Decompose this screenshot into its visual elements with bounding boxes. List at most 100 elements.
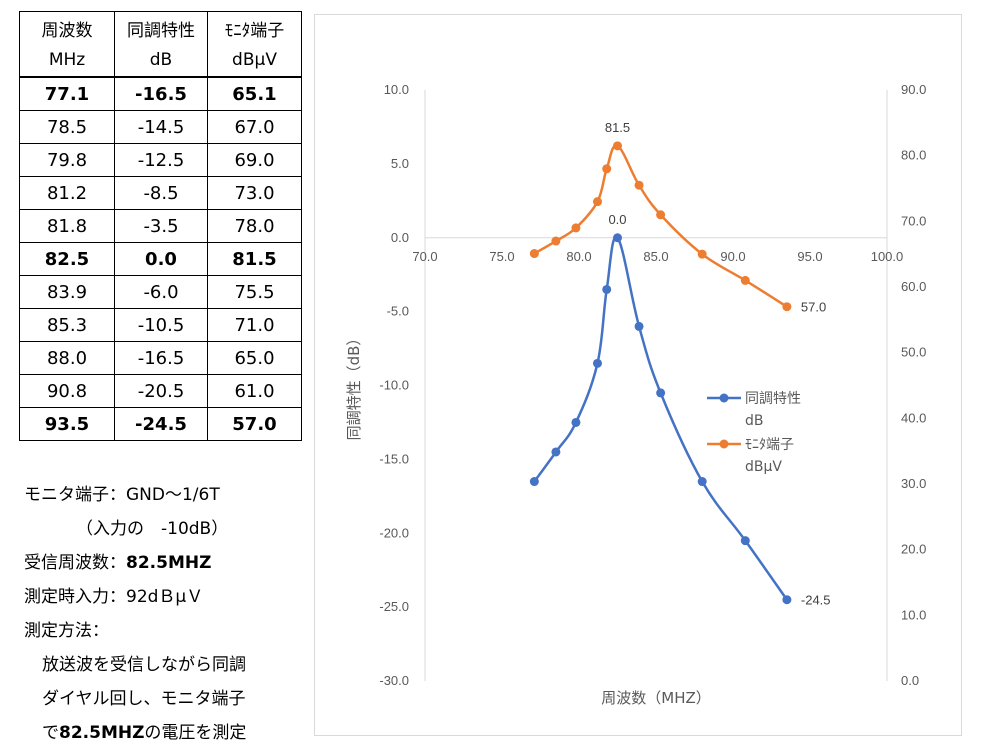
legend-marker-0 <box>719 393 729 403</box>
notes: モニタ端子：GND～1/6T （入力の -10dB） 受信周波数：82.5MHZ… <box>24 478 246 750</box>
series-point-1 <box>697 249 707 259</box>
series-point-0 <box>782 595 792 605</box>
table-cell-tune: -24.5 <box>114 407 208 441</box>
legend-label: ﾓﾆﾀ端子 <box>745 437 794 453</box>
table-cell-tune: -16.5 <box>114 341 208 375</box>
table-cell-mon: 81.5 <box>207 242 302 276</box>
table-cell-tune: -8.5 <box>114 176 208 210</box>
table-unit-cell: dBμV <box>207 44 302 78</box>
table-row: 90.8 -20.5 61.0 <box>19 374 302 408</box>
note-method-1: 放送波を受信しながら同調 <box>42 655 246 675</box>
table-cell-mon: 57.0 <box>207 407 302 441</box>
x-tick-label: 85.0 <box>643 249 668 264</box>
x-tick-label: 95.0 <box>797 249 822 264</box>
y-tick-label: 10.0 <box>384 82 409 97</box>
series-line-0 <box>533 235 788 601</box>
x-tick-label: 80.0 <box>566 249 591 264</box>
note-measure-input: 測定時入力：92dＢμＶ <box>24 587 204 607</box>
series-point-0 <box>602 284 612 294</box>
table-row: 81.8 -3.5 78.0 <box>19 209 302 243</box>
table-cell-freq: 88.0 <box>19 341 115 375</box>
series-point-1 <box>634 180 644 190</box>
note-method-3-bold: 82.5MHZ <box>59 723 145 743</box>
table-cell-freq: 77.1 <box>19 76 115 111</box>
y-tick-label: -10.0 <box>379 378 409 393</box>
y2-tick-label: 80.0 <box>901 148 926 163</box>
series-point-0 <box>634 321 644 331</box>
series-point-0 <box>571 417 581 427</box>
data-label: 0.0 <box>608 212 626 227</box>
y2-tick-label: 70.0 <box>901 213 926 228</box>
x-axis-title: 周波数（MHZ） <box>601 689 711 707</box>
series-point-0 <box>592 358 602 368</box>
series-point-1 <box>740 275 750 285</box>
table-cell-freq: 79.8 <box>19 143 115 177</box>
table-cell-mon: 75.5 <box>207 275 302 309</box>
series-point-1 <box>656 210 666 220</box>
y-tick-label: -25.0 <box>379 599 409 614</box>
table-row: 93.5 -24.5 57.0 <box>19 407 302 441</box>
note-method-3-post: の電圧を測定 <box>144 723 247 743</box>
table-cell-freq: 82.5 <box>19 242 115 276</box>
table-cell-mon: 67.0 <box>207 110 302 144</box>
note-method-2: ダイヤル回し、モニタ端子 <box>42 689 246 709</box>
note-receive-freq-value: 82.5MHZ <box>126 553 212 573</box>
table-cell-mon: 71.0 <box>207 308 302 342</box>
table-cell-freq: 93.5 <box>19 407 115 441</box>
legend-label-unit: dBμV <box>745 459 782 475</box>
table-cell-tune: -16.5 <box>114 76 208 111</box>
table-cell-freq: 78.5 <box>19 110 115 144</box>
series-point-1 <box>613 141 622 151</box>
table-header-cell: 同調特性 <box>114 11 208 44</box>
series-point-1 <box>592 197 602 207</box>
table-cell-mon: 78.0 <box>207 209 302 243</box>
chart-frame: 10.0 5.0 0.0 -5.0 -10.0 -15.0 -20.0 -25.0 -30.0 9… <box>314 14 962 736</box>
series-point-0 <box>656 388 666 398</box>
table-unit-cell: dB <box>114 44 208 78</box>
y2-tick-label: 0.0 <box>901 673 919 688</box>
y-axis-title: 同調特性（dB） <box>345 331 363 441</box>
y2-tick-label: 60.0 <box>901 279 926 294</box>
table-row: 79.8 -12.5 69.0 <box>19 143 302 177</box>
table-cell-tune: -20.5 <box>114 374 208 408</box>
table-cell-mon: 65.1 <box>207 76 302 111</box>
y-tick-label: 5.0 <box>391 156 409 171</box>
table-cell-freq: 81.8 <box>19 209 115 243</box>
table-cell-tune: 0.0 <box>114 242 208 276</box>
x-tick-label: 75.0 <box>489 249 514 264</box>
table-cell-freq: 81.2 <box>19 176 115 210</box>
y2-tick-label: 50.0 <box>901 345 926 360</box>
note-receive-freq-label: 受信周波数： <box>24 553 126 573</box>
table-header-cell: 周波数 <box>19 11 115 44</box>
series-point-0 <box>551 447 561 457</box>
table-cell-mon: 61.0 <box>207 374 302 408</box>
series-point-0 <box>529 477 539 487</box>
legend-label: 同調特性 <box>745 391 801 407</box>
table-header-row-2: MHz dB dBμV <box>19 44 302 78</box>
table-unit-cell: MHz <box>19 44 115 78</box>
note-input-ratio: （入力の -10dB） <box>76 519 229 539</box>
series-point-0 <box>740 536 750 546</box>
y-tick-label: -20.0 <box>379 525 409 540</box>
table-cell-freq: 85.3 <box>19 308 115 342</box>
note-method-3-pre: で <box>42 723 59 743</box>
legend-marker-1 <box>719 439 729 449</box>
data-table: 周波数 同調特性 ﾓﾆﾀ端子 MHz dB dBμV 77.1 -16.5 65.1 78.5 -1… <box>19 11 302 441</box>
x-tick-label: 90.0 <box>720 249 745 264</box>
series-point-1 <box>602 164 612 174</box>
y-tick-label: -15.0 <box>379 451 409 466</box>
y2-tick-label: 90.0 <box>901 82 926 97</box>
table-row: 82.5 0.0 81.5 <box>19 242 302 276</box>
y2-tick-label: 40.0 <box>901 410 926 425</box>
data-label: 81.5 <box>605 120 630 135</box>
y-tick-label: -30.0 <box>379 673 409 688</box>
y2-tick-label: 10.0 <box>901 607 926 622</box>
y-tick-label: 0.0 <box>391 230 409 245</box>
series-point-0 <box>697 477 707 487</box>
y2-tick-label: 20.0 <box>901 542 926 557</box>
note-method-3: で82.5MHZの電圧を測定 <box>24 716 246 750</box>
table-cell-tune: -3.5 <box>114 209 208 243</box>
x-tick-label: 70.0 <box>412 249 437 264</box>
series-point-1 <box>782 302 792 312</box>
series-point-1 <box>529 249 539 259</box>
